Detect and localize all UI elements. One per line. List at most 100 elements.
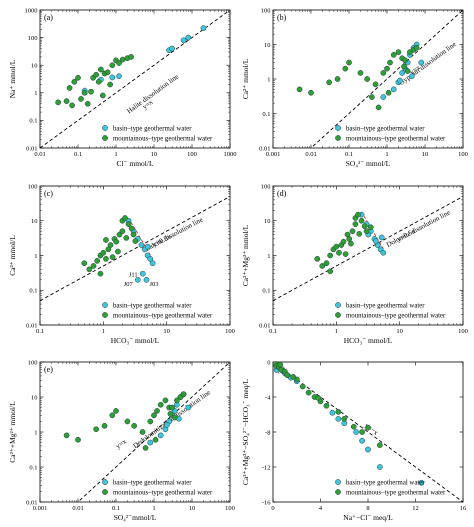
mountain-point — [356, 230, 363, 237]
legend-marker-basin — [102, 479, 108, 485]
mountain-point — [402, 57, 408, 64]
y-tick-label: 1000 — [25, 7, 38, 14]
mountain-point — [169, 404, 175, 411]
mountain-point — [323, 260, 330, 267]
basin-point — [157, 432, 164, 439]
x-tick-label: 0.01 — [72, 505, 83, 512]
basin-point — [372, 238, 379, 244]
mountain-point — [63, 432, 70, 439]
mountain-point — [152, 436, 159, 443]
dissolution-line — [40, 10, 230, 148]
mountain-point — [346, 236, 353, 242]
mountain-point — [367, 224, 374, 231]
data-points — [81, 215, 156, 283]
mountain-point — [346, 59, 352, 66]
legend-marker-mountain — [335, 312, 341, 318]
mountain-point — [97, 270, 104, 277]
mountain-point — [167, 411, 174, 417]
legend: basin–type geothermal water mountainous–t… — [335, 125, 446, 142]
y-tick-label: 100 — [28, 35, 38, 42]
legend: basin–type geothermal water mountainous–t… — [102, 302, 213, 319]
mountain-point — [103, 237, 109, 243]
basin-point — [390, 86, 397, 93]
legend-label-mountain: mountainous–type geothermal water — [346, 312, 446, 319]
mountain-point — [180, 391, 187, 398]
y-tick-label: 10 — [264, 42, 271, 49]
basin-point — [365, 446, 371, 453]
basin-point — [185, 404, 192, 411]
basin-point — [134, 276, 141, 283]
legend-marker-basin — [335, 302, 341, 308]
mountain-point — [93, 71, 99, 78]
y-axis-label: Na⁺ mmol/L — [8, 59, 17, 98]
mountain-point — [101, 422, 108, 429]
mountain-point — [78, 96, 84, 102]
basin-point — [335, 416, 342, 422]
mountain-point — [390, 52, 397, 58]
data-points — [273, 362, 425, 486]
mountain-point — [119, 56, 126, 63]
mountain-point — [90, 263, 97, 269]
mountain-point — [109, 412, 116, 419]
x-tick-label: 1 — [335, 328, 338, 335]
legend-marker-basin — [102, 302, 108, 308]
dissolution-line — [40, 196, 230, 302]
y-tick-label: -12 — [262, 464, 271, 471]
mountain-point — [171, 414, 178, 421]
panel-tag: (b) — [277, 13, 287, 22]
x-tick-label: 4 — [319, 505, 323, 512]
point-label: J07 — [124, 281, 134, 288]
mountain-point — [363, 228, 370, 235]
legend-label-mountain: mountainous–type geothermal water — [113, 489, 213, 496]
mountain-point — [125, 221, 132, 227]
mountain-point — [404, 68, 411, 74]
reference-lines — [310, 10, 463, 148]
y-tick-label: 0.1 — [29, 118, 37, 125]
mountain-point — [342, 251, 349, 257]
basin-point — [380, 94, 387, 100]
mountain-point — [355, 211, 361, 218]
panel-tag: (c) — [44, 189, 53, 198]
x-tick-label: 0.01 — [305, 151, 316, 158]
mountain-point — [123, 235, 130, 241]
x-tick-label: 100 — [458, 151, 468, 158]
y-axis-label: Ca²⁺ mmol/L — [8, 235, 17, 276]
x-tick-label: 0 — [271, 505, 274, 512]
mountain-point — [100, 249, 107, 256]
reference-lines — [273, 196, 463, 302]
y-tick-label: 100 — [261, 183, 271, 190]
legend-marker-mountain — [102, 312, 108, 318]
y-tick-label: 1 — [267, 76, 270, 83]
basin-point — [185, 34, 192, 41]
x-tick-label: 10 — [396, 328, 403, 335]
mountain-point — [375, 104, 382, 111]
basin-point — [329, 409, 336, 416]
y-tick-label: 100 — [28, 183, 38, 190]
mountain-point — [157, 401, 164, 408]
mountain-point — [342, 65, 349, 72]
trend-arrow-line — [361, 211, 387, 253]
mountain-point — [98, 66, 104, 73]
mountain-point — [336, 249, 342, 256]
basin-point — [144, 243, 151, 250]
y-tick-label: 0.1 — [29, 288, 37, 295]
x-axis-label: Cl⁻ mmol/L — [116, 159, 154, 168]
mountain-point — [277, 362, 283, 368]
mountain-point — [132, 238, 139, 244]
x-tick-label: 1 — [385, 151, 388, 158]
mountain-point — [66, 85, 73, 91]
y-tick-label: 0.1 — [262, 111, 270, 118]
basin-point — [397, 77, 403, 84]
y-tick-label: 0.01 — [26, 145, 37, 152]
y-tick-label: 10 — [31, 63, 38, 70]
mountain-point — [63, 98, 70, 104]
mountain-point — [81, 89, 88, 96]
mountain-point — [81, 260, 88, 267]
mountain-point — [387, 59, 393, 66]
mountain-point — [151, 412, 157, 419]
basin-point — [359, 437, 365, 444]
mountain-point — [75, 74, 81, 81]
legend-label-mountain: mountainous–type geothermal water — [346, 135, 446, 142]
